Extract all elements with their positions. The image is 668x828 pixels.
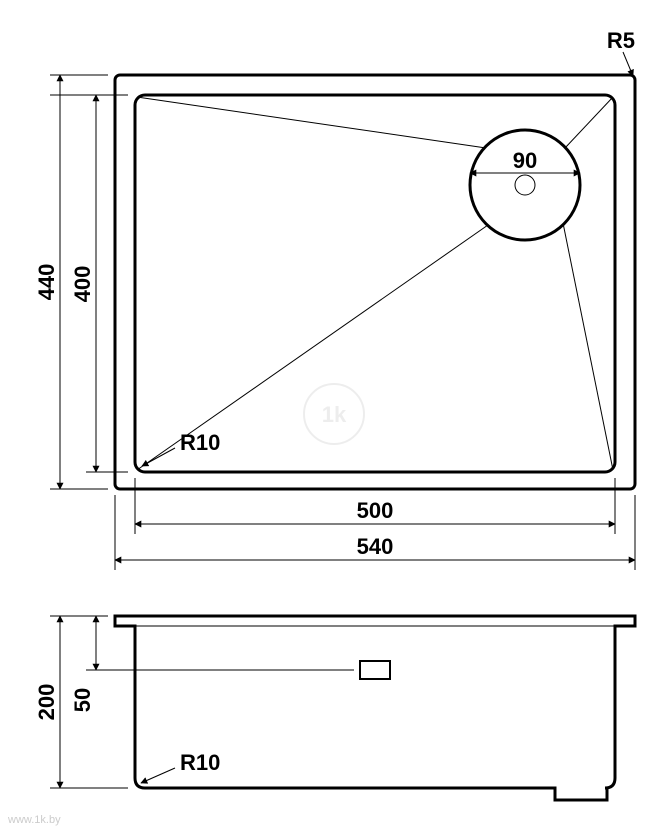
dim-label-540: 540 <box>357 534 394 559</box>
r10-leader-side <box>141 768 175 783</box>
depth-line <box>565 97 613 148</box>
side-view: R10 200 50 <box>34 616 635 800</box>
depth-line <box>137 97 486 148</box>
dim-label-50: 50 <box>70 688 95 712</box>
diagram-container: 90 R5 R10 500 540 400 440 <box>0 0 668 828</box>
outer-rect <box>115 75 635 489</box>
dim-label-200: 200 <box>34 684 59 721</box>
technical-drawing: 90 R5 R10 500 540 400 440 <box>0 0 668 828</box>
dim-label-90: 90 <box>513 148 537 173</box>
watermark-logo: 1k <box>304 384 364 444</box>
watermark-footer: www.1k.by <box>8 814 61 826</box>
r10-leader-top <box>142 448 175 466</box>
depth-line <box>563 223 613 470</box>
r10-label-side: R10 <box>180 750 220 775</box>
dim-label-400: 400 <box>70 266 95 303</box>
dim-label-500: 500 <box>357 498 394 523</box>
svg-text:1k: 1k <box>322 402 347 427</box>
overflow-slot <box>360 661 390 679</box>
r10-label-top: R10 <box>180 430 220 455</box>
r5-leader <box>623 52 633 76</box>
drain-outer <box>470 130 580 240</box>
r5-label: R5 <box>607 28 635 53</box>
top-view: 90 R5 R10 500 540 400 440 <box>34 28 635 570</box>
dim-label-440: 440 <box>34 264 59 301</box>
